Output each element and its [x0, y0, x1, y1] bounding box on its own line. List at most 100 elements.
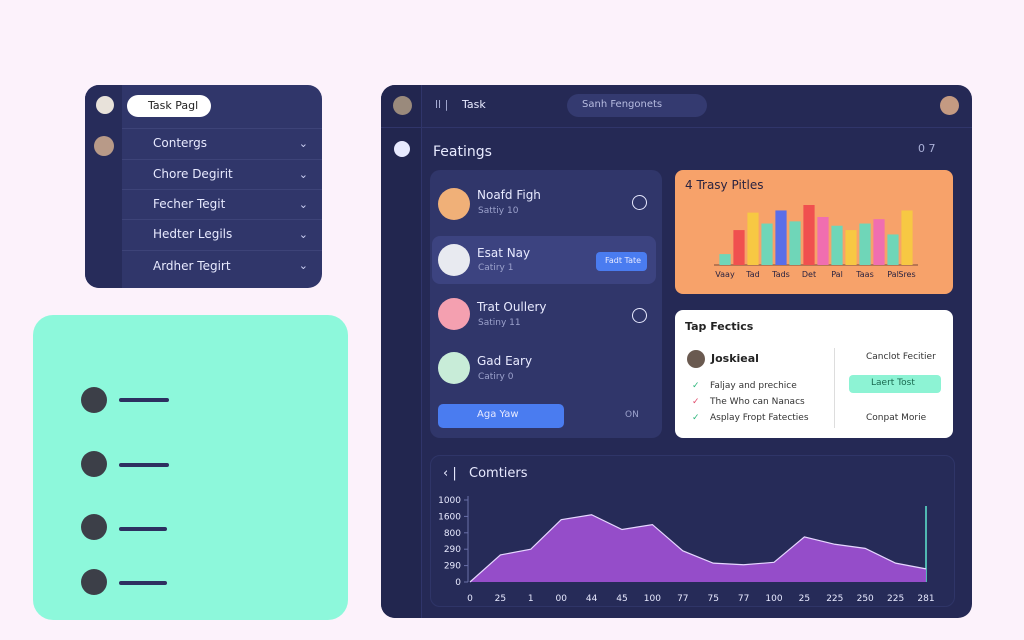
- bar: [845, 230, 857, 265]
- divider: [381, 127, 972, 128]
- check: ✓: [692, 413, 700, 423]
- select-text: Aga Yaw: [477, 409, 519, 420]
- x-tick-label: Pal: [887, 270, 899, 279]
- y-tick-label: 290: [444, 562, 461, 572]
- avatar: [81, 387, 107, 413]
- x-tick-label: 75: [707, 594, 718, 604]
- placeholder-line: [119, 398, 169, 402]
- x-tick-label: Tad: [745, 270, 760, 279]
- nav-icon[interactable]: [394, 141, 410, 157]
- bar-title: 4 Trasy Pitles: [685, 178, 764, 192]
- list-name: Trat Oullery: [477, 300, 547, 314]
- menu-item[interactable]: ⌄: [122, 159, 322, 190]
- list-sub: Satiny 11: [478, 318, 521, 328]
- search-pill[interactable]: [127, 95, 211, 117]
- panel-sidebar: [85, 85, 122, 288]
- x-tick-label: 1: [528, 594, 534, 604]
- list-name: Gad Eary: [477, 354, 533, 368]
- bar: [761, 223, 773, 265]
- action[interactable]: Canclot Fecitier: [866, 352, 936, 362]
- avatar: [81, 514, 107, 540]
- bar: [775, 210, 787, 265]
- play-button[interactable]: [632, 308, 647, 323]
- x-tick-label: Vaay: [715, 270, 735, 279]
- menu-label: Fecher Tegit: [153, 197, 226, 211]
- search-text: Task Pagl: [148, 99, 199, 112]
- task-title: Tap Fectics: [685, 320, 754, 333]
- action[interactable]: Conpat Morie: [866, 413, 927, 423]
- bar: [747, 212, 759, 265]
- list-sub: Catiry 1: [478, 263, 514, 273]
- action-button[interactable]: [849, 375, 941, 393]
- select[interactable]: [438, 404, 564, 428]
- task-card: [675, 310, 953, 438]
- list-sub: Catiry 0: [478, 372, 514, 382]
- bar: [859, 223, 871, 265]
- list-button-text: Fadt Tate: [605, 256, 642, 265]
- x-tick-label: 77: [677, 594, 688, 604]
- avatar: [96, 96, 114, 114]
- x-tick-label: 250: [857, 594, 874, 604]
- placeholder-line: [119, 527, 167, 531]
- toggle[interactable]: ON: [625, 410, 639, 420]
- menu-label: Ardher Tegirt: [153, 259, 231, 273]
- y-tick-label: 290: [444, 545, 461, 555]
- x-tick-label: 77: [738, 594, 749, 604]
- bar: [831, 225, 843, 265]
- list-sub: Sattiy 10: [478, 206, 519, 216]
- menu-item[interactable]: ⌄: [122, 250, 322, 281]
- avatar: [438, 298, 470, 330]
- avatar: [393, 96, 412, 115]
- area-title: Comtiers: [469, 466, 528, 481]
- pager[interactable]: 0 7: [918, 142, 936, 155]
- x-tick-label: Tads: [771, 270, 790, 279]
- y-tick-label: 0: [455, 578, 461, 588]
- bar: [719, 254, 731, 265]
- x-tick-label: 25: [495, 594, 506, 604]
- avatar: [687, 350, 705, 368]
- x-tick-label: 45: [616, 594, 627, 604]
- area: [470, 514, 926, 582]
- menu-label: Hedter Legils: [153, 227, 233, 241]
- bar: [817, 217, 829, 265]
- menu-item[interactable]: ⌄: [122, 189, 322, 220]
- menu-label: Contergs: [153, 136, 208, 150]
- dropdown[interactable]: [567, 94, 707, 117]
- x-tick-label: 100: [644, 594, 661, 604]
- tab-label: Task: [462, 98, 486, 111]
- play-button[interactable]: [632, 195, 647, 210]
- bar: [803, 205, 815, 265]
- list-name: Noafd Figh: [477, 188, 541, 202]
- list-button[interactable]: [596, 252, 647, 271]
- check: ✓: [692, 397, 700, 407]
- list-card: [430, 170, 662, 438]
- placeholder-line: [119, 581, 167, 585]
- x-tick-label: Sres: [898, 270, 915, 279]
- menu-item[interactable]: ⌄: [122, 128, 322, 159]
- y-tick-label: 800: [444, 529, 461, 539]
- check-item: The Who can Nanacs: [710, 397, 805, 407]
- x-tick-label: Pal: [831, 270, 843, 279]
- action: Laert Tost: [871, 378, 915, 388]
- x-tick-label: Det: [802, 270, 816, 279]
- placeholder-line: [119, 463, 169, 467]
- check-item: Asplay Fropt Fatecties: [710, 413, 809, 423]
- area-line: [469, 514, 927, 583]
- avatar: [81, 569, 107, 595]
- task-user: Joskieal: [711, 352, 759, 365]
- back-icon[interactable]: ‹ |: [443, 466, 457, 481]
- dashboard-sidebar: [381, 85, 422, 618]
- bar: [789, 221, 801, 265]
- section-title: Featings: [433, 144, 492, 160]
- bar: [901, 210, 913, 265]
- avatar: [438, 352, 470, 384]
- tab-icon: ll |: [435, 98, 449, 111]
- y-tick-label: 1600: [438, 512, 461, 522]
- divider: [834, 348, 835, 428]
- check: ✓: [692, 381, 700, 391]
- x-tick-label: 225: [887, 594, 904, 604]
- menu-item[interactable]: ⌄: [122, 219, 322, 250]
- bar: [887, 234, 899, 265]
